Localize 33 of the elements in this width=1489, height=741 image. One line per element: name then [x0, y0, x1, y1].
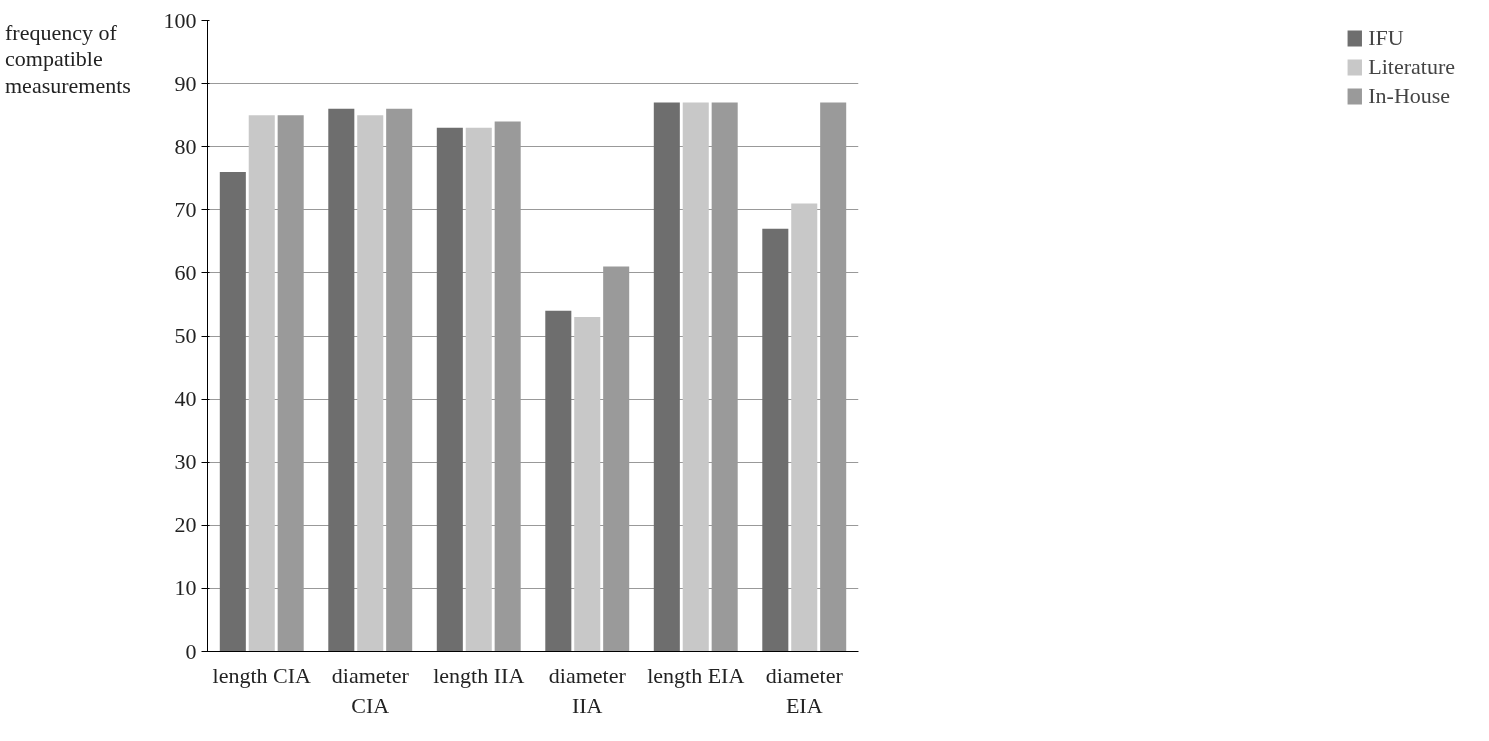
bar [545, 310, 572, 652]
legend-label: Literature [1368, 54, 1455, 80]
y-tick-label: 30 [174, 449, 197, 475]
y-tick-label: 70 [174, 196, 197, 222]
y-tick-label: 0 [185, 638, 197, 664]
y-tick-label: 10 [174, 575, 197, 601]
bar [791, 203, 818, 652]
y-tick-label: 80 [174, 133, 197, 159]
bar [219, 171, 246, 652]
bar [248, 115, 275, 652]
x-tick-label: length EIA [647, 662, 745, 688]
bar [465, 127, 492, 652]
bar [653, 102, 680, 652]
legend-label: In-House [1368, 83, 1451, 109]
bar [328, 108, 355, 652]
y-tick-label: 20 [174, 512, 197, 538]
y-tick-label: 100 [163, 7, 197, 33]
legend-label: IFU [1368, 25, 1404, 51]
x-tick-label: length CIA [212, 662, 312, 688]
x-tick-label: diameter CIA [331, 662, 410, 718]
y-axis-title: frequency of compatible measurements [5, 20, 131, 100]
y-tick-label: 60 [174, 259, 197, 285]
x-tick-label: diameter IIA [548, 662, 627, 718]
bar [682, 102, 709, 652]
y-tick-label: 40 [174, 386, 197, 412]
x-tick-label: diameter EIA [765, 662, 844, 718]
bar [357, 115, 384, 652]
y-tick-label: 50 [174, 323, 197, 348]
bar [762, 228, 789, 652]
y-tick-label: 90 [174, 70, 197, 96]
bar [436, 127, 463, 652]
bar [574, 317, 601, 652]
x-tick-label: length IIA [433, 662, 525, 688]
